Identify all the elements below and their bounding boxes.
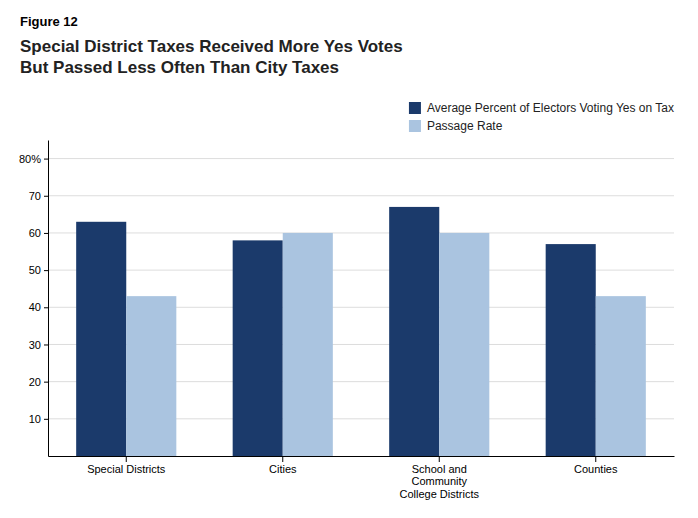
x-axis: Special Districts Cities School andCommuni… xyxy=(49,456,675,500)
x-tick-mark xyxy=(126,456,127,462)
y-tick-label: 40 xyxy=(29,301,41,313)
x-tick-label: Special Districts xyxy=(87,463,166,475)
x-tick-mark xyxy=(595,456,596,462)
y-tick-mark xyxy=(44,307,48,308)
y-tick: 80% xyxy=(19,153,48,165)
figure-label: Figure 12 xyxy=(20,14,78,29)
grid-line xyxy=(48,232,674,233)
x-axis-line xyxy=(49,456,675,457)
grid-line xyxy=(48,158,674,159)
legend-label: Passage Rate xyxy=(427,119,503,133)
y-axis-line xyxy=(48,141,49,457)
y-tick: 30 xyxy=(29,338,48,350)
y-tick: 60 xyxy=(29,227,48,239)
bars xyxy=(76,207,646,456)
x-tick-mark xyxy=(282,456,283,462)
y-tick-label: 80% xyxy=(19,153,41,165)
y-tick-mark xyxy=(44,419,48,420)
legend-swatch xyxy=(409,102,421,114)
y-tick: 70 xyxy=(29,190,48,202)
y-tick: 10 xyxy=(29,413,48,425)
x-tick-label: Counties xyxy=(574,463,618,475)
y-tick-mark xyxy=(44,233,48,234)
legend-item: Average Percent of Electors Voting Yes o… xyxy=(409,101,674,115)
y-tick: 40 xyxy=(29,301,48,313)
x-tick: Special Districts xyxy=(87,456,166,475)
y-tick-label: 50 xyxy=(29,264,41,276)
y-tick-mark xyxy=(44,382,48,383)
legend-label: Average Percent of Electors Voting Yes o… xyxy=(427,101,674,115)
bar-series xyxy=(126,233,646,456)
bar xyxy=(439,233,489,456)
x-tick: Cities xyxy=(269,456,297,475)
y-tick-label: 10 xyxy=(29,413,41,425)
chart: Figure 12 Special District Taxes Received… xyxy=(0,0,698,518)
bar xyxy=(546,244,596,456)
x-tick-label: Cities xyxy=(269,463,297,475)
y-axis: 10 20 30 40 50 60 70 80% xyxy=(19,141,49,457)
bar-series xyxy=(76,207,596,456)
y-tick-mark xyxy=(44,344,48,345)
bar xyxy=(283,233,333,456)
bar xyxy=(233,240,283,456)
y-tick: 50 xyxy=(29,264,48,276)
bar xyxy=(389,207,439,456)
y-tick: 20 xyxy=(29,376,48,388)
grid-line xyxy=(48,195,674,196)
y-tick-mark xyxy=(44,159,48,160)
y-tick-mark xyxy=(44,270,48,271)
x-tick: School andCommunityCollege Districts xyxy=(400,456,480,500)
legend-item: Passage Rate xyxy=(409,119,503,133)
legend: Average Percent of Electors Voting Yes o… xyxy=(409,101,674,133)
y-tick-label: 70 xyxy=(29,190,41,202)
legend-swatch xyxy=(409,120,421,132)
x-tick-mark xyxy=(439,456,440,462)
y-tick-mark xyxy=(44,196,48,197)
bar xyxy=(596,296,646,456)
y-tick-label: 30 xyxy=(29,338,41,350)
y-tick-label: 20 xyxy=(29,376,41,388)
plot: 10 20 30 40 50 60 70 80% Special Districts Cities… xyxy=(19,141,675,501)
title: Special District Taxes Received More Yes… xyxy=(20,37,403,77)
y-tick-label: 60 xyxy=(29,227,41,239)
bar xyxy=(126,296,176,456)
x-tick-label: School andCommunityCollege Districts xyxy=(400,463,480,500)
bar xyxy=(76,222,126,456)
x-tick: Counties xyxy=(574,456,618,475)
